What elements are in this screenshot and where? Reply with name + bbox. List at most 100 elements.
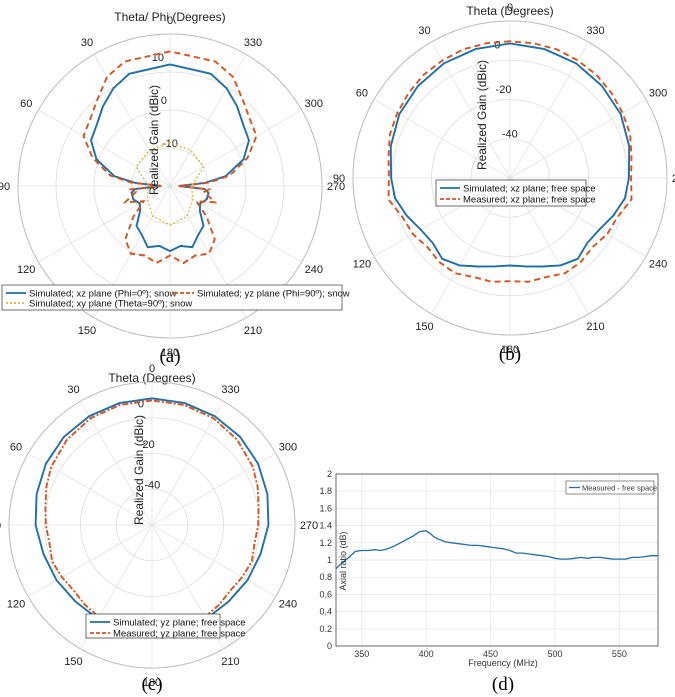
chart-d-series-group (335, 530, 658, 570)
legend-box (435, 179, 587, 207)
polar-angle-tick-label: 120 (353, 259, 371, 271)
plot-frame (335, 473, 659, 647)
chart-a-title: Theta/ Phi (Degrees) (114, 10, 225, 24)
y-tick-label: 0.6 (319, 589, 332, 599)
chart-d-y-axis-label: Axial ratio (dB) (338, 531, 348, 590)
polar-angle-tick-label: 210 (244, 325, 262, 337)
x-tick-label: 550 (612, 649, 627, 659)
polar-grid-spoke (373, 99, 511, 179)
polar-grid-spoke (151, 524, 277, 597)
y-tick-label: 1.2 (319, 538, 332, 548)
polar-angle-tick-label: 180 (143, 677, 161, 689)
series-line-3 (135, 141, 205, 226)
polar-radial-tick-label: 0 (161, 95, 167, 107)
polar-angle-tick-label: 0 (507, 2, 513, 14)
chart-c-radial-axis-label: Realized Gain (dBic) (132, 415, 146, 525)
y-tick-label: 0 (327, 641, 332, 651)
polar-grid-spoke (27, 453, 153, 526)
polar-angle-tick-label: 270 (672, 173, 675, 185)
chart-b-grid: 03060901201501802102402703003300-20-40 (333, 2, 675, 356)
legend-entry: Simulated; yz plane (Phi=90º); snow (197, 289, 350, 300)
legend-entry: Simulated; xz plane; free space (463, 184, 596, 195)
polar-angle-tick-label: 90 (0, 520, 1, 532)
chart-d-x-axis-label: Frequency (MHz) (468, 658, 538, 668)
polar-radial-tick-label: -10 (162, 138, 178, 150)
series-line-2 (82, 50, 258, 265)
polar-grid-spoke (38, 185, 171, 263)
polar-angle-tick-label: 240 (649, 259, 667, 271)
polar-angle-tick-label: 240 (305, 264, 323, 276)
chart-a-legend: Simulated; xz plane (Phi=0º); snow Simula… (1, 284, 350, 311)
legend-entry: Measured; xz plane; free space (463, 195, 596, 206)
polar-grid-spoke (80, 400, 153, 526)
polar-angle-tick-label: 90 (0, 181, 10, 193)
polar-angle-tick-label: 270 (327, 181, 345, 193)
chart-a-caption: (a) (159, 346, 180, 367)
polar-angle-tick-label: 30 (81, 37, 93, 49)
polar-angle-tick-label: 60 (10, 442, 22, 454)
chart-b-title: Theta (Degrees) (466, 4, 553, 18)
x-tick-label: 350 (354, 649, 369, 659)
polar-angle-tick-label: 150 (415, 321, 433, 333)
y-tick-label: 1 (327, 555, 332, 565)
polar-angle-tick-label: 120 (7, 599, 25, 611)
polar-angle-tick-label: 180 (501, 344, 519, 356)
polar-radial-tick-label: -40 (144, 480, 160, 492)
polar-angle-tick-label: 60 (20, 98, 32, 110)
polar-angle-tick-label: 150 (78, 325, 96, 337)
polar-grid-spoke (509, 99, 647, 179)
y-tick-label: 1.6 (319, 503, 332, 513)
polar-angle-tick-label: 330 (221, 384, 239, 396)
line-chart-d: 0 0.2 0.4 0.6 0.8 1 1.2 1.4 1.6 1.8 2 350 400 450 500 5… (319, 469, 659, 695)
chart-b-radial-axis-label: Realized Gain (dBic) (475, 60, 489, 170)
legend-entry: Simulated; yz plane; free space (113, 618, 246, 629)
polar-angle-tick-label: 120 (17, 264, 35, 276)
polar-chart-b: Theta (Degrees) 0 30 60 90 120 150 180 210 240 27… (333, 2, 675, 365)
polar-angle-tick-label: 0 (149, 363, 155, 375)
legend-box (85, 613, 221, 639)
chart-c-caption: (c) (141, 674, 162, 695)
series-line-2 (387, 40, 633, 283)
legend-entry: Simulated; xz plane (Phi=0º); snow (29, 289, 177, 300)
polar-angle-tick-label: 90 (333, 173, 345, 185)
chart-d-legend: Measured - free space (565, 480, 657, 495)
polar-angle-tick-label: 270 (300, 520, 318, 532)
chart-c-legend: Simulated; yz plane; free spaceMeasured;… (85, 613, 246, 640)
polar-grid-spoke (151, 400, 224, 526)
series-line-1 (90, 63, 250, 253)
polar-angle-tick-label: 210 (221, 656, 239, 668)
legend-entry: Simulated; xy plane (Theta=90º); snow (29, 299, 192, 310)
polar-grid-spoke (509, 41, 589, 179)
polar-chart-c: Theta (Degrees) 0 30 60 90 120 150 180 210 240 27… (0, 363, 318, 695)
x-tick-label: 400 (419, 649, 434, 659)
y-tick-label: 0.8 (319, 572, 332, 582)
polar-grid-spoke (169, 185, 302, 263)
polar-grid-spoke (93, 54, 171, 187)
series-line-1 (389, 42, 631, 268)
polar-radial-tick-label: -20 (496, 84, 512, 96)
polar-radial-tick-label: -20 (139, 439, 155, 451)
chart-b-caption: (b) (499, 344, 521, 365)
y-tick-label: 0.4 (319, 607, 332, 617)
chart-c-title: Theta (Degrees) (108, 371, 195, 385)
y-tick-label: 1.8 (319, 486, 332, 496)
legend-entry: Measured - free space (582, 484, 657, 493)
chart-a-series-group (82, 50, 258, 265)
polar-grid-spoke (169, 109, 302, 187)
polar-radial-tick-label: 0 (138, 399, 144, 411)
chart-b-series-group (387, 40, 633, 283)
polar-angle-tick-label: 330 (244, 37, 262, 49)
polar-grid-spoke (27, 524, 153, 597)
polar-grid-spoke (431, 41, 511, 179)
polar-angle-tick-label: 180 (161, 347, 179, 359)
legend-box (565, 480, 655, 495)
polar-angle-tick-label: 0 (167, 15, 173, 27)
y-tick-label: 2 (327, 469, 332, 479)
chart-d-caption: (d) (492, 674, 514, 695)
polar-angle-tick-label: 300 (305, 98, 323, 110)
y-tick-label: 0.2 (319, 624, 332, 634)
legend-box (1, 284, 343, 311)
chart-b-legend: Simulated; xz plane; free spaceMeasured;… (435, 179, 596, 207)
polar-angle-tick-label: 300 (649, 88, 667, 100)
